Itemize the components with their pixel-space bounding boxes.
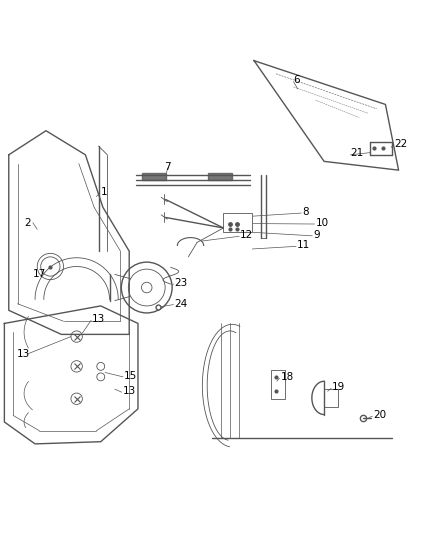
Text: 13: 13 — [92, 314, 105, 324]
Bar — [271, 370, 285, 399]
Text: 11: 11 — [297, 240, 310, 251]
Text: 13: 13 — [17, 349, 30, 359]
Text: 8: 8 — [302, 207, 309, 217]
Text: 1: 1 — [101, 187, 107, 197]
Text: 23: 23 — [174, 278, 187, 288]
Text: 7: 7 — [164, 161, 171, 172]
Bar — [142, 173, 166, 180]
Text: 21: 21 — [350, 149, 364, 158]
Text: 10: 10 — [315, 217, 328, 228]
Text: 15: 15 — [124, 371, 137, 381]
Text: 20: 20 — [373, 410, 386, 421]
Text: 13: 13 — [123, 386, 136, 397]
Text: 18: 18 — [280, 372, 293, 382]
Bar — [208, 173, 232, 180]
Text: 6: 6 — [293, 75, 300, 85]
Text: 24: 24 — [174, 298, 187, 309]
Text: 17: 17 — [33, 269, 46, 279]
Text: 22: 22 — [394, 139, 407, 149]
Bar — [223, 213, 252, 232]
Text: 19: 19 — [332, 382, 345, 392]
Text: 2: 2 — [24, 217, 31, 228]
Text: 12: 12 — [240, 230, 253, 240]
Text: 9: 9 — [313, 230, 320, 240]
Bar — [324, 389, 338, 407]
